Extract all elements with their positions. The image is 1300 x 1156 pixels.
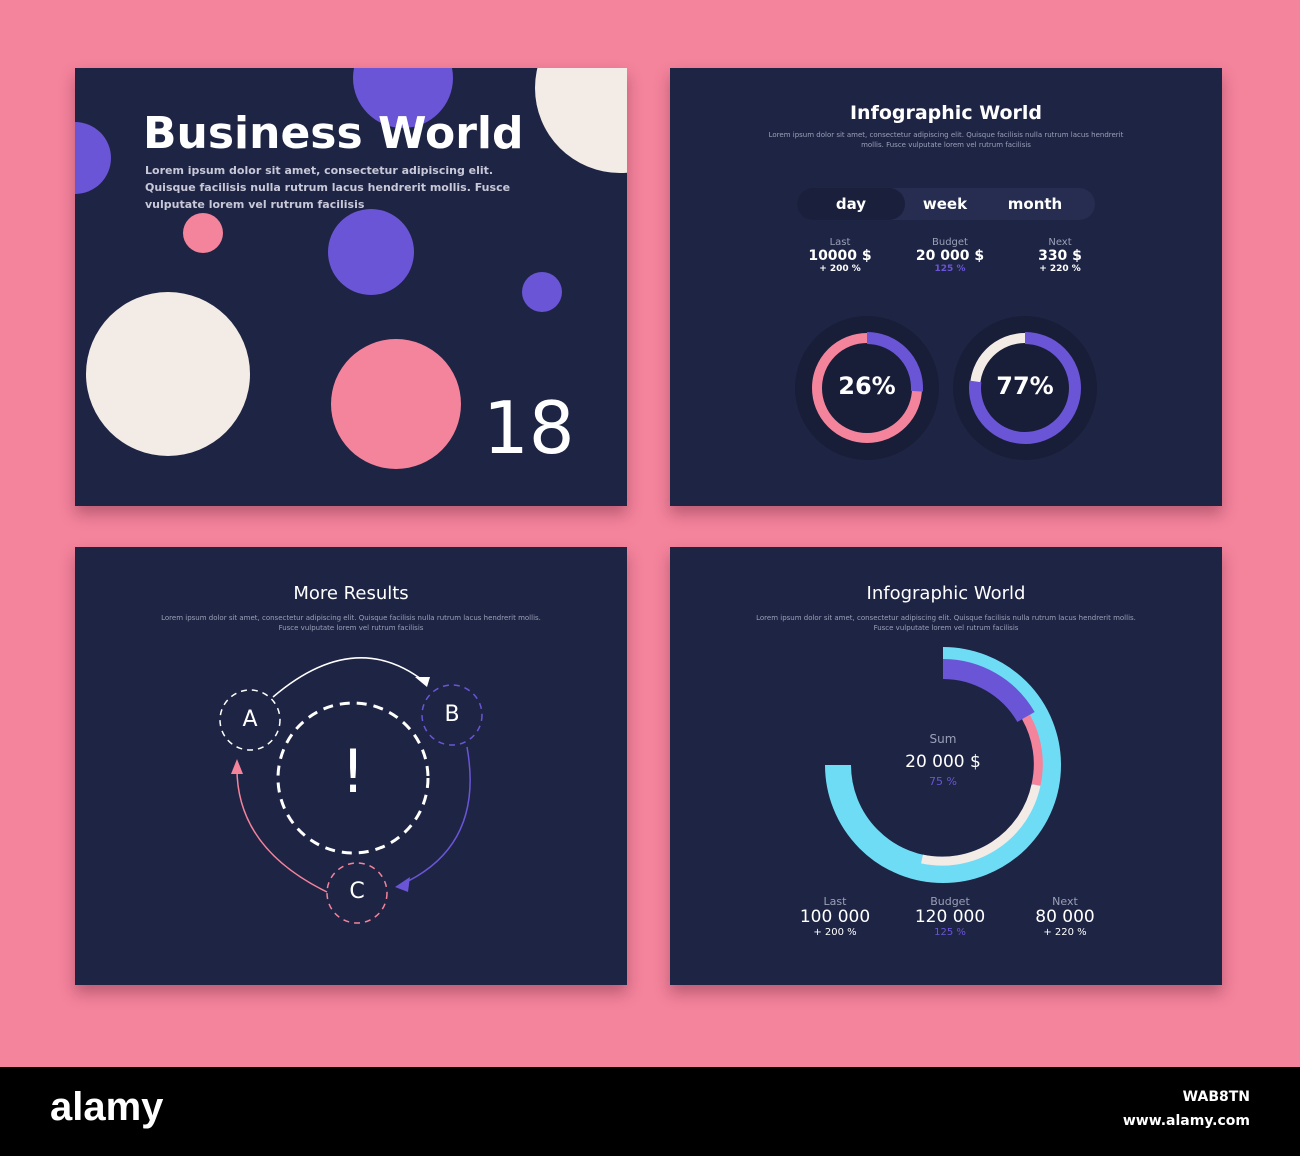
- slide-body: Lorem ipsum dolor sit amet, consectetur …: [768, 131, 1124, 149]
- brand-url: www.alamy.com: [1122, 1113, 1250, 1129]
- stat-budget: Budget 20 000 $125 %: [900, 237, 1000, 275]
- node-c-circle: [326, 862, 388, 924]
- stats-row: Last 10000 $ + 200 % Budget 20 000 $125 % N…: [790, 237, 1110, 275]
- slide-title: Infographic World: [849, 102, 1043, 124]
- cycle-diagram: [219, 657, 483, 924]
- purple-segment: [942, 659, 1035, 723]
- sum-value: 20 000 $: [905, 752, 981, 772]
- stat-change: 125 %: [934, 264, 966, 274]
- stat-change: 125 %: [934, 927, 966, 938]
- arrow-c-to-a: [236, 764, 328, 893]
- brand-logo: alamy: [50, 1085, 164, 1129]
- donut-2-label: 77%: [996, 372, 1054, 400]
- stat-change: + 200 %: [819, 264, 861, 274]
- sum-radial-chart: [825, 647, 1061, 883]
- tab-week[interactable]: week: [922, 195, 968, 213]
- stat-label: Budget: [932, 237, 968, 248]
- stats-row: Last 100 000 + 200 % Budget 120 000 125 % Ne…: [785, 895, 1115, 938]
- stat-value: 20 000 $: [915, 248, 985, 264]
- stat-last: Last 100 000 + 200 %: [785, 895, 885, 938]
- stat-last: Last 10000 $ + 200 %: [790, 237, 890, 275]
- slide-infographic-sum: Infographic World Lorem ipsum dolor sit …: [670, 547, 1222, 985]
- cream-segment: [921, 784, 1041, 866]
- donut-2-value-arc: [969, 332, 1081, 444]
- slide-body-line1: Lorem ipsum dolor sit amet, consectetur …: [756, 614, 1136, 622]
- slide-business-world: Business World Lorem ipsum dolor sit ame…: [75, 68, 627, 506]
- stat-value: 10000 $: [808, 248, 872, 264]
- stat-label: Budget: [930, 895, 970, 908]
- slide-body: Lorem ipsum dolor sit amet, consectetur …: [145, 164, 511, 211]
- stat-value: 330 $: [1038, 248, 1082, 264]
- stat-change: + 200 %: [813, 927, 857, 938]
- node-b-circle: [421, 684, 483, 746]
- stat-label: Last: [823, 895, 847, 908]
- slide-body-line2: Fusce vulputate lorem vel rutrum facilis…: [278, 624, 424, 632]
- pink-segment: [1022, 714, 1043, 786]
- slide-body-line2: Fusce vulputate lorem vel rutrum facilis…: [873, 624, 1019, 632]
- arrow-b-to-c: [399, 746, 471, 886]
- center-circle: [276, 701, 430, 855]
- stat-value: 100 000: [799, 907, 871, 927]
- node-a-label: A: [242, 707, 258, 732]
- decorative-circles: [75, 68, 627, 469]
- stat-change: + 220 %: [1043, 927, 1087, 938]
- stat-next: Next 80 000 + 220 %: [1015, 895, 1115, 938]
- node-b-label: B: [444, 702, 460, 727]
- stat-label: Next: [1052, 895, 1078, 908]
- period-tabs: day week month: [797, 188, 1095, 220]
- stat-value: 80 000: [1035, 907, 1095, 927]
- donut-charts: [795, 316, 1097, 460]
- image-id: WAB8TN: [1182, 1089, 1250, 1105]
- slide-title: Business World: [143, 108, 524, 159]
- stat-budget: Budget 120 000 125 %: [900, 895, 1000, 938]
- slide-title: Infographic World: [866, 583, 1026, 604]
- stat-change: + 220 %: [1039, 264, 1081, 274]
- stat-next: Next 330 $ + 220 %: [1010, 237, 1110, 275]
- watermark-footer: alamy WAB8TN www.alamy.com: [0, 1067, 1300, 1156]
- donut-1-label: 26%: [838, 372, 896, 400]
- node-a-circle: [219, 689, 281, 751]
- donut-1-value-arc: [811, 332, 923, 444]
- stat-label: Next: [1048, 237, 1072, 248]
- sum-percent: 75 %: [929, 775, 957, 788]
- sum-label: Sum: [929, 732, 957, 746]
- stat-value: 120 000: [914, 907, 986, 927]
- slide-infographic-tabs: Infographic World Lorem ipsum dolor sit …: [670, 68, 1222, 506]
- stat-label: Last: [829, 237, 851, 248]
- tab-month[interactable]: month: [1007, 195, 1063, 213]
- slide-number: 18: [483, 386, 575, 470]
- slide-body-line1: Lorem ipsum dolor sit amet, consectetur …: [161, 614, 541, 622]
- arrow-a-to-b: [272, 657, 426, 698]
- node-c-label: C: [349, 879, 365, 904]
- exclamation-icon: !: [340, 737, 366, 807]
- slide-title: More Results: [293, 583, 409, 604]
- tab-day[interactable]: day: [797, 188, 905, 220]
- slide-more-results: More Results Lorem ipsum dolor sit amet,…: [75, 547, 627, 985]
